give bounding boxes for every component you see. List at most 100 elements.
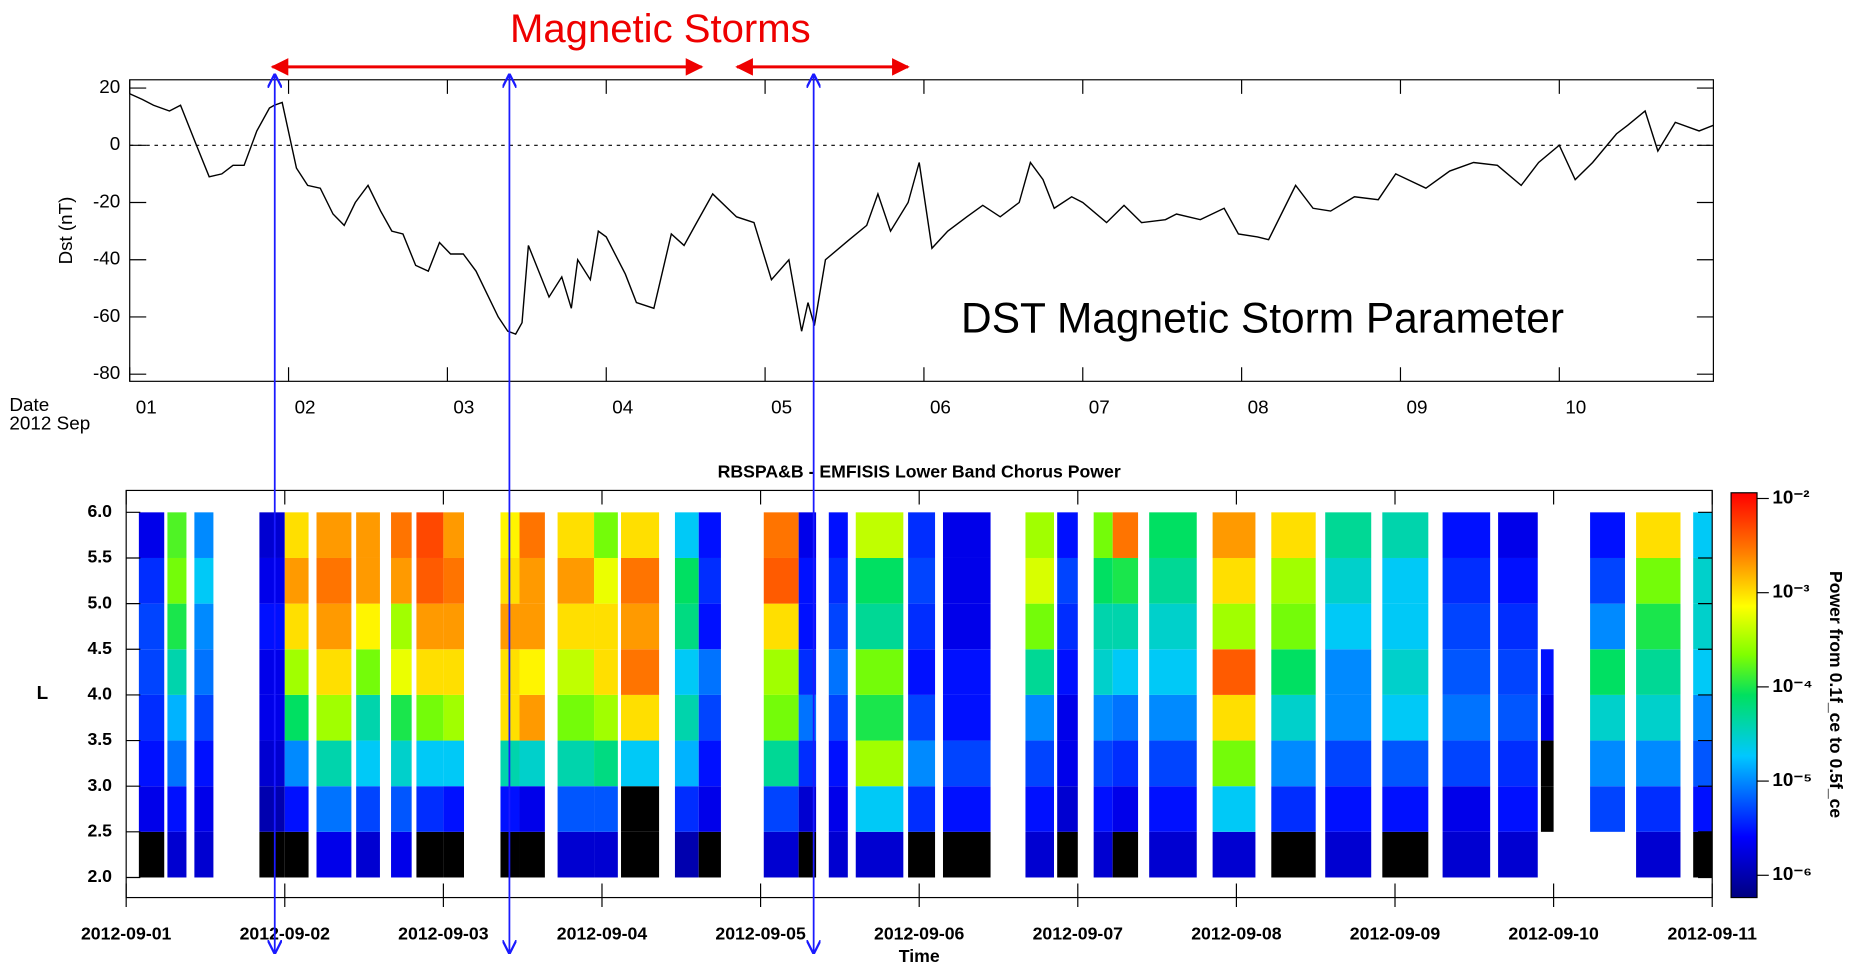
power-cell bbox=[416, 786, 443, 832]
power-cell bbox=[167, 558, 186, 604]
power-cell bbox=[829, 786, 848, 832]
y-tick-label: 3.5 bbox=[87, 729, 112, 749]
power-cell bbox=[285, 695, 309, 741]
power-cell bbox=[1149, 558, 1197, 604]
power-cell bbox=[1113, 786, 1138, 832]
power-cell bbox=[594, 741, 618, 787]
power-cell bbox=[259, 786, 284, 832]
power-cell bbox=[356, 695, 380, 741]
x-tick-label: 02 bbox=[295, 396, 316, 417]
x-tick-label: 08 bbox=[1248, 396, 1269, 417]
power-cell bbox=[391, 512, 412, 558]
power-cell bbox=[1498, 695, 1538, 741]
x-tick-label: 2012-09-09 bbox=[1350, 924, 1441, 944]
power-cell bbox=[558, 512, 594, 558]
power-cell bbox=[1025, 741, 1054, 787]
power-cell bbox=[1325, 512, 1371, 558]
power-cell bbox=[558, 741, 594, 787]
y-tick-label: 5.5 bbox=[87, 547, 112, 567]
power-cell bbox=[316, 649, 351, 695]
x-tick-label: 03 bbox=[453, 396, 474, 417]
power-cell bbox=[856, 786, 904, 832]
power-cell bbox=[1271, 604, 1315, 650]
x-tick-label: 2012-09-11 bbox=[1668, 924, 1758, 944]
power-cell bbox=[139, 741, 164, 787]
power-cell bbox=[1149, 741, 1197, 787]
power-cell bbox=[520, 558, 545, 604]
power-cell bbox=[1094, 558, 1113, 604]
figure: -80-60-40-2002001020304050607080910Dst (… bbox=[0, 0, 1849, 975]
power-cell bbox=[259, 649, 284, 695]
power-cell bbox=[520, 741, 545, 787]
power-cell bbox=[391, 649, 412, 695]
power-cell bbox=[167, 512, 186, 558]
y-tick-label: 6.0 bbox=[87, 501, 112, 521]
power-cell bbox=[764, 786, 799, 832]
x-tick-label: 2012-09-03 bbox=[398, 924, 489, 944]
power-cell bbox=[1590, 741, 1625, 787]
power-cell bbox=[1443, 558, 1491, 604]
power-cell bbox=[285, 786, 309, 832]
power-cell bbox=[1057, 786, 1078, 832]
power-cell bbox=[1693, 512, 1712, 558]
power-cell bbox=[520, 649, 545, 695]
power-cell bbox=[1590, 649, 1625, 695]
power-cell bbox=[558, 786, 594, 832]
power-cell bbox=[520, 832, 545, 878]
power-cell bbox=[1113, 832, 1138, 878]
power-cell bbox=[594, 649, 618, 695]
y-tick-label: -20 bbox=[93, 191, 120, 212]
power-cell bbox=[1541, 695, 1554, 741]
power-cell bbox=[443, 832, 464, 878]
power-cell bbox=[856, 604, 904, 650]
power-cell bbox=[1213, 604, 1256, 650]
power-cell bbox=[443, 512, 464, 558]
power-cell bbox=[829, 604, 848, 650]
power-cell bbox=[416, 558, 443, 604]
power-cell bbox=[1498, 604, 1538, 650]
power-cell bbox=[1498, 512, 1538, 558]
power-cell bbox=[1636, 512, 1680, 558]
power-cell bbox=[1443, 604, 1491, 650]
power-cell bbox=[1149, 695, 1197, 741]
power-cell bbox=[1057, 741, 1078, 787]
power-cell bbox=[1693, 832, 1712, 878]
power-cell bbox=[1498, 649, 1538, 695]
y-tick-label: -80 bbox=[93, 362, 120, 383]
colorbar-tick-label: 10⁻³ bbox=[1772, 581, 1809, 602]
power-cell bbox=[1590, 695, 1625, 741]
power-cell bbox=[1113, 604, 1138, 650]
power-cell bbox=[139, 512, 164, 558]
power-cell bbox=[764, 832, 799, 878]
power-cell bbox=[1149, 604, 1197, 650]
power-cell bbox=[829, 512, 848, 558]
x-tick-label: 2012-09-01 bbox=[81, 924, 172, 944]
power-cell bbox=[1094, 832, 1113, 878]
power-cell bbox=[621, 558, 659, 604]
power-cell bbox=[856, 512, 904, 558]
power-cell bbox=[594, 832, 618, 878]
power-cell bbox=[1271, 786, 1315, 832]
power-cell bbox=[621, 832, 659, 878]
power-cell bbox=[1213, 741, 1256, 787]
power-cell bbox=[943, 695, 991, 741]
power-cell bbox=[1498, 741, 1538, 787]
power-cell bbox=[139, 649, 164, 695]
power-cell bbox=[443, 741, 464, 787]
power-cell bbox=[316, 604, 351, 650]
x-tick-label: 2012-09-05 bbox=[715, 924, 806, 944]
colorbar bbox=[1731, 493, 1757, 898]
power-cell bbox=[1636, 558, 1680, 604]
colorbar-label: Power from 0.1f_ce to 0.5f_ce bbox=[1826, 571, 1846, 818]
power-cell bbox=[1636, 786, 1680, 832]
power-cell bbox=[391, 786, 412, 832]
power-cell bbox=[1325, 604, 1371, 650]
power-cell bbox=[1057, 695, 1078, 741]
power-cell bbox=[391, 832, 412, 878]
power-cell bbox=[621, 695, 659, 741]
power-cell bbox=[1149, 832, 1197, 878]
power-cell bbox=[1057, 832, 1078, 878]
power-cell bbox=[1057, 649, 1078, 695]
power-cell bbox=[416, 695, 443, 741]
power-cell bbox=[259, 604, 284, 650]
